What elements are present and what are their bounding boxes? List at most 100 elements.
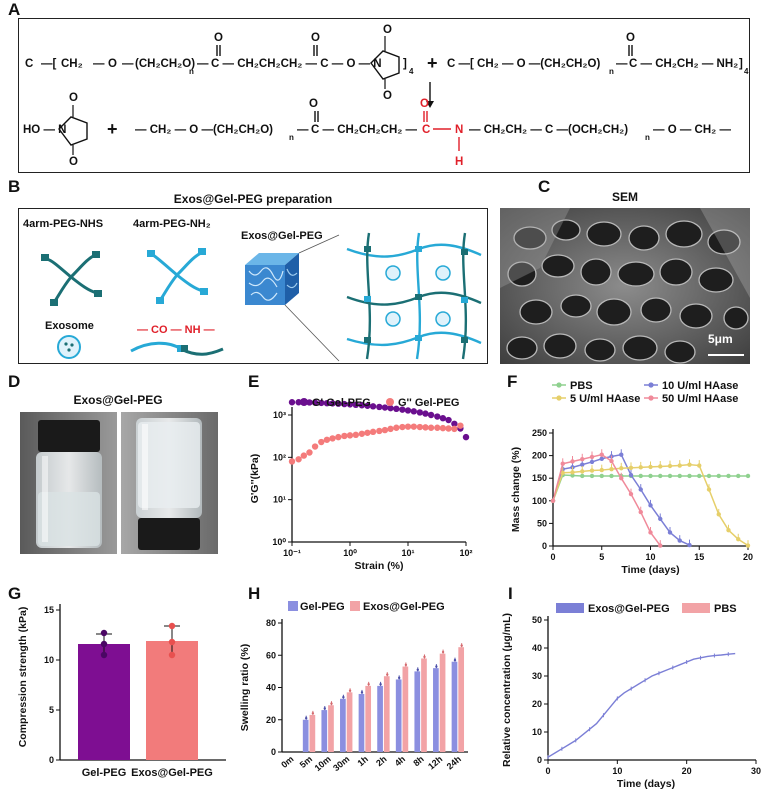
- h-point: [460, 644, 463, 647]
- h-point: [360, 691, 364, 694]
- g-bar: [78, 644, 130, 760]
- e-point-gprime: [399, 406, 406, 413]
- f-point: [609, 458, 614, 464]
- f-point: [589, 468, 595, 473]
- h-xtick-label: 4h: [393, 754, 407, 768]
- f-point: [687, 542, 692, 548]
- i-ytick-label: 20: [532, 699, 542, 709]
- r1b-sub4: 4: [744, 67, 749, 76]
- hydrogel-cube-icon: [245, 253, 299, 305]
- h-bar: [433, 668, 439, 752]
- f-point: [599, 473, 604, 479]
- f-legend-label: 50 U/ml HAase: [662, 393, 738, 405]
- f-point: [706, 473, 712, 479]
- f-ytick-label: 150: [532, 473, 547, 483]
- e-point-gprime: [404, 407, 412, 414]
- r1b-rest: C — CH₂CH₂ — NH₂: [629, 58, 738, 70]
- e-point-gprime: [288, 399, 296, 406]
- h-bar: [328, 705, 334, 752]
- f-point: [628, 472, 634, 478]
- f-point: [609, 466, 614, 472]
- sem-title: SEM: [611, 190, 638, 204]
- e-point-gdoubleprime: [358, 430, 366, 437]
- e-xlabel: Strain (%): [354, 560, 403, 572]
- e-point-gdoubleprime: [410, 423, 418, 430]
- i-xtick-label: 30: [751, 766, 761, 776]
- peg-nh2-star-icon: [147, 248, 208, 304]
- r2-c1: C — CH₂CH₂CH₂ —: [311, 124, 418, 136]
- panel-label-b: B: [8, 177, 21, 196]
- r1b-chain: C —[ CH₂ — O —(CH₂CH₂O): [447, 58, 600, 70]
- e-point-gprime: [358, 402, 366, 409]
- f-legend-marker: [556, 382, 562, 388]
- e-point-gprime: [451, 420, 458, 427]
- i-xtick-label: 10: [612, 766, 622, 776]
- f-point: [667, 463, 673, 469]
- h-bar: [395, 679, 402, 752]
- f-point: [726, 527, 731, 533]
- h-ytick-label: 40: [266, 683, 276, 693]
- e-point-gdoubleprime: [457, 422, 464, 429]
- f-point: [580, 457, 585, 462]
- f-series-line: [552, 453, 690, 546]
- r2-chain-left: — CH₂ — O —(CH₂CH₂O): [135, 124, 273, 136]
- e-point-gdoubleprime: [335, 433, 342, 441]
- e-ytick-label: 10¹: [273, 495, 286, 505]
- r1-dash3: —: [197, 58, 209, 70]
- f-point: [560, 472, 565, 478]
- f-point: [638, 473, 643, 479]
- nh2-label: 4arm-PEG-NH₂: [133, 218, 211, 230]
- f-xlabel: Time (days): [621, 564, 679, 576]
- f-point: [667, 530, 673, 535]
- vial-title: Exos@Gel-PEG: [73, 393, 163, 407]
- h-ytick-label: 0: [271, 747, 276, 757]
- g-ytick-label: 0: [49, 755, 54, 765]
- f-point: [745, 543, 751, 548]
- h-bar: [458, 647, 465, 752]
- f-point: [589, 459, 595, 465]
- g-point: [168, 651, 176, 659]
- e-point-gprime: [416, 409, 424, 416]
- h-point: [404, 663, 408, 667]
- e-legend-marker-1: [300, 398, 308, 406]
- f-point: [736, 537, 741, 542]
- h-point: [304, 716, 308, 720]
- r2-dash1: —: [297, 124, 309, 136]
- e-point-gdoubleprime: [422, 424, 429, 431]
- f-point: [619, 476, 624, 481]
- f-point: [570, 459, 575, 464]
- i-xtick-label: 20: [682, 766, 692, 776]
- e-point-gprime: [422, 410, 429, 417]
- panel-label-e: E: [248, 372, 260, 391]
- f-legend-marker: [648, 395, 654, 401]
- f-point: [745, 473, 751, 479]
- e-point-gdoubleprime: [376, 427, 383, 435]
- panel-label-g: G: [8, 584, 22, 603]
- f-point: [628, 473, 634, 479]
- f-point: [697, 473, 702, 479]
- r2-nhs-o-bottom: O: [69, 156, 78, 168]
- i-xtick-label: 0: [545, 766, 550, 776]
- e-point-gdoubleprime: [300, 452, 308, 459]
- g-ylabel: Compression strength (kPa): [17, 607, 29, 748]
- f-series-line: [552, 463, 749, 547]
- f-point: [599, 456, 604, 461]
- e-point-gprime: [376, 403, 383, 411]
- f-point: [580, 469, 585, 474]
- e-point-gdoubleprime: [369, 428, 377, 436]
- e-point-gprime: [369, 403, 377, 410]
- e-ytick-label: 10⁰: [272, 537, 286, 547]
- f-point: [550, 498, 556, 503]
- f-point: [658, 516, 663, 522]
- i-ytick-label: 10: [532, 727, 542, 737]
- f-point: [628, 465, 634, 471]
- reaction-scheme-svg: C —[ CH₂ — O — (CH₂CH₂O) n — C — CH₂CH₂C…: [23, 24, 749, 168]
- nhs-label: 4arm-PEG-NHS: [23, 218, 103, 230]
- e-point-gdoubleprime: [306, 449, 313, 456]
- r2-amide-o: O: [420, 98, 429, 110]
- f-xtick-label: 15: [694, 552, 704, 562]
- g-ytick-label: 10: [44, 655, 54, 665]
- e-point-gdoubleprime: [445, 425, 452, 432]
- plus-2: +: [107, 119, 118, 139]
- panel-b-svg: 4arm-PEG-NHS 4arm-PEG-NH₂ Exosome: [23, 218, 482, 362]
